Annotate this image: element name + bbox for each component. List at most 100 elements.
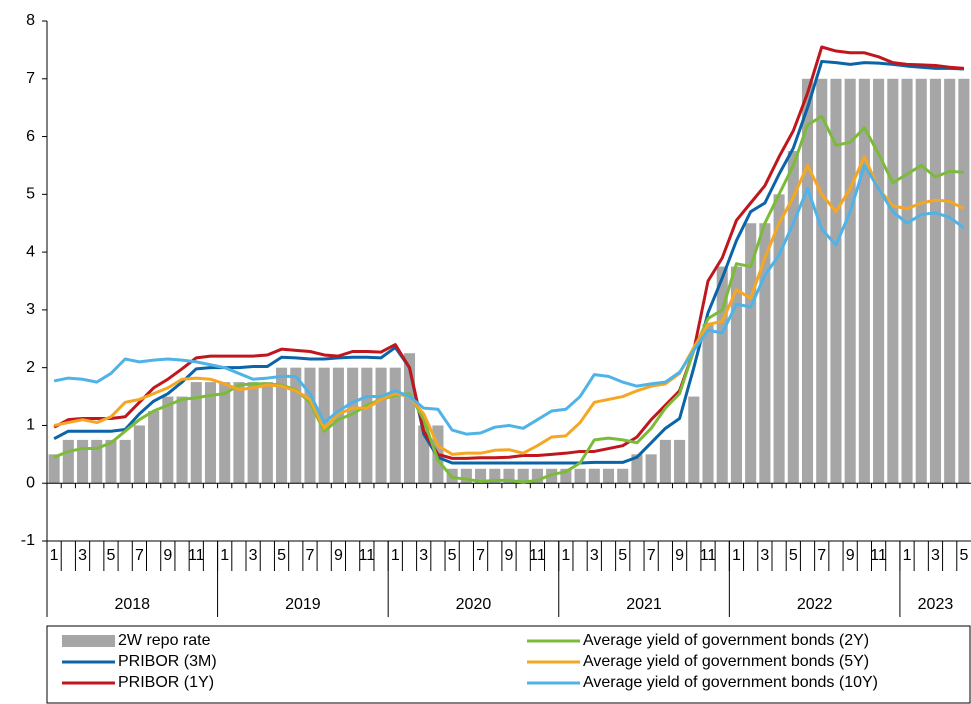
legend-label: Average yield of government bonds (2Y) — [583, 632, 869, 649]
x-tick-label: 5 — [618, 547, 627, 564]
year-label: 2018 — [114, 596, 150, 613]
bar — [276, 367, 288, 484]
bar — [574, 468, 586, 484]
bar — [631, 454, 643, 484]
x-tick-label: 9 — [846, 547, 855, 564]
bar — [418, 425, 430, 484]
line-series — [53, 163, 965, 436]
bar — [801, 78, 814, 484]
bar — [347, 367, 359, 484]
x-tick-label: 1 — [391, 547, 400, 564]
bar — [332, 367, 344, 484]
bar — [816, 78, 828, 484]
bar — [560, 468, 572, 484]
x-tick-label: 1 — [903, 547, 912, 564]
x-tick-label: 1 — [220, 547, 229, 564]
x-tick-label: 7 — [306, 547, 315, 564]
y-tick-label: 5 — [26, 186, 35, 203]
y-tick-label: -1 — [21, 532, 35, 549]
year-label: 2020 — [456, 596, 492, 613]
bar — [745, 223, 757, 484]
bar — [617, 468, 629, 484]
legend-label: 2W repo rate — [118, 632, 211, 649]
x-tick-label: 7 — [476, 547, 485, 564]
x-tick-label: 5 — [448, 547, 457, 564]
y-tick-label: 1 — [26, 417, 35, 434]
bar — [773, 194, 785, 484]
bar — [688, 396, 700, 484]
bar — [702, 324, 714, 484]
bar — [830, 78, 842, 484]
bar — [361, 367, 373, 484]
bar — [901, 78, 913, 484]
bar — [873, 78, 885, 484]
year-label: 2022 — [797, 596, 833, 613]
legend-label: PRIBOR (3M) — [118, 653, 217, 670]
bar — [915, 78, 927, 484]
year-label: 2019 — [285, 596, 321, 613]
y-tick-label: 7 — [26, 70, 35, 87]
bar — [389, 367, 401, 484]
x-tick-label: 11 — [188, 547, 205, 564]
bar — [588, 468, 600, 484]
bar — [403, 353, 416, 484]
legend-box — [46, 625, 971, 704]
x-tick-label: 5 — [107, 547, 116, 564]
bar — [730, 266, 742, 484]
bar — [602, 468, 615, 484]
bar — [517, 468, 529, 484]
bar — [62, 439, 74, 484]
bar — [475, 468, 487, 484]
line-series — [53, 45, 965, 460]
line-series — [53, 155, 965, 456]
bar — [531, 468, 543, 484]
legend-swatch — [62, 635, 115, 647]
x-tick-label: 1 — [561, 547, 570, 564]
line-series — [53, 114, 965, 484]
bar — [759, 223, 771, 484]
x-tick-label: 7 — [817, 547, 826, 564]
x-tick-label: 5 — [789, 547, 798, 564]
bar — [858, 78, 870, 484]
x-tick-label: 9 — [334, 547, 343, 564]
x-tick-label: 7 — [135, 547, 144, 564]
bar — [204, 382, 217, 484]
bar — [119, 439, 131, 484]
y-tick-label: 4 — [26, 243, 35, 260]
bar — [219, 382, 231, 484]
bar — [944, 78, 956, 484]
x-tick-label: 11 — [870, 547, 887, 564]
bar — [247, 382, 259, 484]
year-label: 2021 — [626, 596, 662, 613]
y-tick-label: 2 — [26, 359, 35, 376]
bar — [503, 468, 515, 484]
bar — [261, 382, 273, 484]
bar — [133, 425, 145, 484]
bar — [233, 382, 245, 484]
bar — [76, 439, 89, 484]
x-tick-label: 5 — [277, 547, 286, 564]
legend-label: Average yield of government bonds (5Y) — [583, 653, 869, 670]
x-tick-label: 3 — [78, 547, 87, 564]
bar — [304, 367, 316, 484]
bar — [716, 266, 728, 484]
legend-label: Average yield of government bonds (10Y) — [583, 674, 878, 691]
bar — [844, 78, 856, 484]
bar — [162, 396, 174, 484]
bar — [91, 439, 103, 484]
bar — [674, 439, 686, 484]
x-tick-label: 3 — [590, 547, 599, 564]
year-label: 2023 — [918, 596, 954, 613]
y-tick-label: 0 — [26, 474, 35, 491]
bar — [958, 78, 970, 484]
x-tick-label: 9 — [163, 547, 172, 564]
x-tick-label: 3 — [760, 547, 769, 564]
x-tick-label: 3 — [931, 547, 940, 564]
bar — [489, 468, 501, 484]
x-tick-label: 1 — [50, 547, 59, 564]
y-tick-label: 3 — [26, 301, 35, 318]
bar — [48, 454, 60, 484]
bar — [645, 454, 657, 484]
x-tick-label: 9 — [505, 547, 514, 564]
bar — [148, 411, 160, 484]
